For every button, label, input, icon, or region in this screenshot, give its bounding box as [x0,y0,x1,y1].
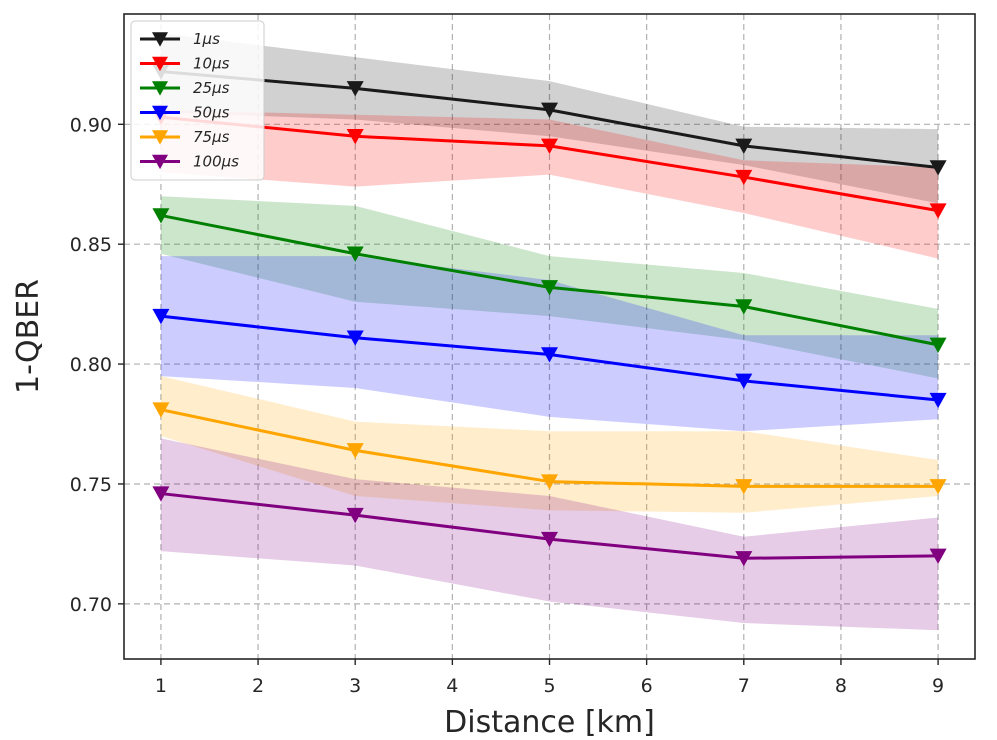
data-point-marker [541,531,558,548]
x-tick-label: 3 [349,675,361,697]
x-tick-label: 4 [446,675,458,697]
legend-label: 50μs [193,104,230,122]
y-tick-label: 0.75 [70,474,112,496]
data-point-marker [929,203,947,219]
y-axis-label: 1-QBER [11,279,46,394]
error-band-4 [160,376,939,513]
legend-marker [152,81,168,96]
data-point-marker [152,402,170,418]
error-band-0 [160,33,939,204]
legend-label: 1μs [193,30,220,48]
data-point-marker [929,337,947,353]
data-point-marker [346,507,364,524]
data-point-marker [541,474,558,490]
data-point-marker [541,102,558,118]
x-tick-label: 6 [641,675,653,697]
x-tick-label: 5 [543,675,555,697]
data-point-marker [735,138,753,154]
series-markers [152,64,947,567]
data-point-marker [152,308,170,325]
y-tick-label: 0.70 [70,594,112,616]
legend-label: 100μs [193,153,239,171]
y-ticks: 0.70 0.75 0.80 0.85 0.90 [70,114,124,616]
legend-label: 10μs [193,55,230,73]
data-point-marker [929,548,947,564]
y-tick-label: 0.90 [70,114,112,136]
data-point-marker [735,373,753,389]
x-tick-label: 9 [932,675,944,697]
x-tick-label: 2 [252,675,264,697]
legend-marker [152,56,168,72]
data-point-marker [929,479,947,495]
data-point-marker [929,392,947,409]
data-point-marker [346,81,364,97]
x-ticks: 1 2 3 4 5 6 7 8 9 [155,659,944,697]
data-point-marker [152,208,170,224]
data-point-marker [735,299,753,315]
legend-marker [152,32,168,47]
legend-marker [152,105,168,121]
legend-marker [152,154,168,170]
y-tick-label: 0.80 [70,354,112,376]
y-tick-label: 0.85 [70,234,112,256]
data-point-marker [541,347,558,363]
x-tick-label: 7 [738,675,750,697]
x-axis-label: Distance [km] [444,705,655,740]
error-band-1 [160,109,939,259]
x-tick-label: 1 [155,675,167,697]
data-point-marker [541,138,558,154]
data-point-marker [541,280,558,296]
data-point-marker [346,129,364,145]
data-point-marker [735,551,753,567]
legend: 1μs 10μs 25μs 50μs 75μs 100μs [130,20,265,181]
data-point-marker [346,330,364,346]
legend-label: 25μs [193,79,230,97]
data-point-marker [929,160,947,176]
data-point-marker [152,486,170,502]
data-point-marker [735,169,753,186]
legend-marker [152,130,168,145]
data-point-marker [346,443,364,459]
legend-label: 75μs [193,128,230,146]
data-point-marker [735,479,753,495]
data-point-marker [346,246,364,262]
x-tick-label: 8 [835,675,847,697]
